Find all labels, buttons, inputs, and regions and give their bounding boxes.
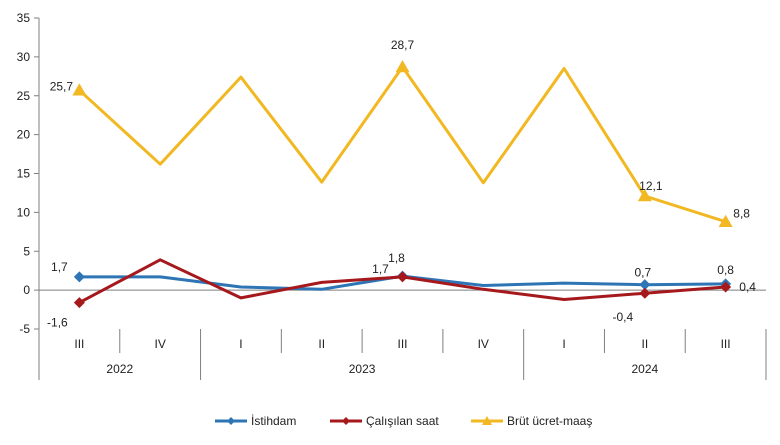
legend-item-1: Çalışılan saat — [330, 414, 439, 428]
data-label: 12,1 — [639, 179, 663, 193]
data-label: 1,7 — [51, 260, 68, 274]
data-point-marker — [397, 271, 408, 283]
data-point-marker — [637, 189, 652, 202]
data-point-marker — [395, 59, 410, 73]
y-tick-label: 0 — [23, 283, 30, 297]
data-label: 1,8 — [388, 251, 405, 265]
data-point-marker — [718, 214, 733, 227]
legend-marker — [482, 416, 492, 425]
x-tick-label: III — [397, 337, 407, 351]
data-point-marker — [639, 279, 651, 291]
y-tick-label: 20 — [17, 128, 31, 142]
y-tick-label: -5 — [19, 322, 30, 336]
data-label: 1,7 — [372, 262, 389, 276]
legend: İstihdam Çalışılan saat Brüt ücret-maaş — [215, 414, 592, 428]
legend-marker — [342, 417, 350, 425]
series-1 — [73, 258, 732, 309]
year-label: 2024 — [631, 362, 658, 376]
data-label: 25,7 — [50, 79, 74, 93]
x-tick-label: I — [239, 337, 242, 351]
legend-marker — [227, 417, 235, 425]
year-label: 2023 — [349, 362, 376, 376]
data-point-marker — [639, 287, 651, 299]
y-tick-label: 35 — [17, 11, 31, 25]
series-2 — [72, 59, 733, 227]
x-tick-label: II — [641, 337, 648, 351]
data-label: -1,6 — [47, 316, 68, 330]
y-tick-label: 15 — [17, 167, 31, 181]
legend-label: Brüt ücret-maaş — [507, 414, 592, 428]
legend-item-0: İstihdam — [215, 414, 296, 428]
x-tick-label: I — [562, 337, 565, 351]
x-tick-label: IV — [478, 337, 489, 351]
data-label: 8,8 — [733, 207, 750, 221]
series-line — [78, 65, 727, 224]
data-point-marker — [73, 297, 85, 309]
data-label: 28,7 — [391, 38, 415, 52]
x-tick-label: IV — [154, 337, 165, 351]
data-label: 0,7 — [634, 266, 651, 280]
data-labels-layer: 1,71,80,7 0,8-1,61,7-0,40,425,728,712,18,… — [47, 38, 756, 330]
data-point-marker — [720, 281, 732, 293]
series-layer — [72, 59, 733, 309]
legend-label: İstihdam — [251, 414, 296, 428]
data-label: -0,4 — [612, 310, 633, 324]
x-tick-label: II — [318, 337, 325, 351]
y-tick-label: 25 — [17, 89, 31, 103]
y-tick-label: 5 — [23, 244, 30, 258]
year-label: 2022 — [106, 362, 133, 376]
x-tick-label: III — [74, 337, 84, 351]
y-tick-label: 30 — [17, 50, 31, 64]
legend-label: Çalışılan saat — [366, 414, 439, 428]
data-label: 0,8 — [717, 263, 734, 277]
legend-item-2: Brüt ücret-maaş — [471, 414, 592, 428]
x-tick-label: III — [721, 337, 731, 351]
y-tick-label: 10 — [17, 205, 31, 219]
data-point-marker — [73, 271, 85, 283]
data-label: 0,4 — [739, 280, 756, 294]
data-point-marker — [72, 83, 87, 96]
